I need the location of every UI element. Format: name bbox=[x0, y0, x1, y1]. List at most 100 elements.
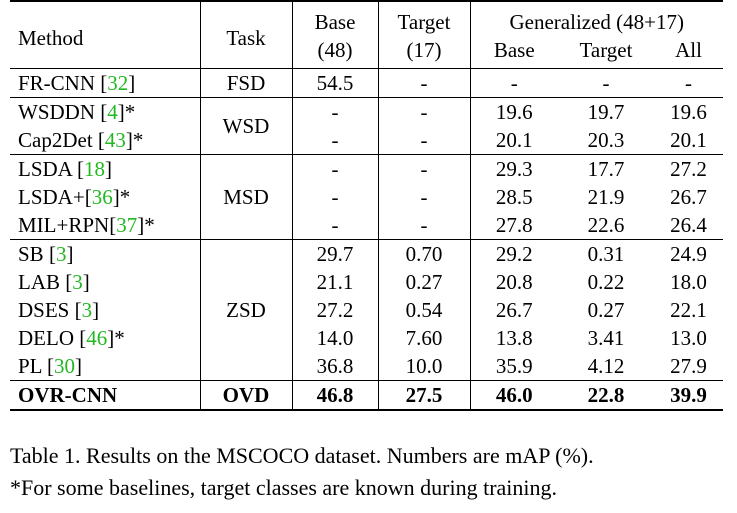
base-value: - bbox=[292, 97, 379, 126]
header-generalized: Generalized (48+17) bbox=[470, 0, 723, 36]
method-cell: FR-CNN [32] bbox=[10, 68, 201, 98]
gen-base-value: 27.8 bbox=[495, 213, 533, 237]
gen-target-value: - bbox=[558, 68, 654, 98]
citation-link[interactable]: 3 bbox=[55, 242, 67, 266]
method-name: PL bbox=[18, 354, 47, 378]
header-base-line1: Base bbox=[292, 0, 379, 36]
citation-link[interactable]: 4 bbox=[107, 100, 118, 124]
method-name: SB bbox=[18, 242, 49, 266]
method-name: LSDA+ bbox=[18, 185, 85, 209]
method-cell: OVR-CNN bbox=[10, 380, 201, 411]
table-row: DSES [3] 27.2 0.54 26.7 0.27 22.1 bbox=[10, 296, 723, 324]
method-name: Cap2Det bbox=[18, 128, 98, 152]
gen-target-value: 20.3 bbox=[587, 128, 625, 152]
caption-line-2: *For some baselines, target classes are … bbox=[10, 475, 558, 500]
method-cell: DELO [46]* bbox=[10, 324, 201, 352]
gen-all-value: 27.2 bbox=[654, 154, 723, 183]
table-row: DELO [46]* 14.0 7.60 13.8 3.41 13.0 bbox=[10, 324, 723, 352]
gen-target-value: 22.6 bbox=[587, 213, 625, 237]
gen-target-value: 21.9 bbox=[587, 185, 625, 209]
gen-target-value: 19.7 bbox=[558, 97, 654, 126]
gen-all-value: 13.0 bbox=[670, 326, 707, 350]
method-cell: DSES [3] bbox=[10, 296, 201, 324]
citation-link[interactable]: 37 bbox=[116, 213, 138, 237]
target-value: 27.5 bbox=[378, 380, 471, 411]
header-gen-all: All bbox=[675, 38, 702, 62]
method-suffix: * bbox=[124, 100, 136, 124]
gen-all-value: 26.4 bbox=[670, 213, 707, 237]
citation-link[interactable]: 30 bbox=[53, 354, 75, 378]
method-cell: LSDA [18] bbox=[10, 154, 201, 183]
citation-link[interactable]: 3 bbox=[72, 270, 83, 294]
base-value: 46.8 bbox=[292, 380, 379, 411]
method-cell: SB [3] bbox=[10, 239, 201, 268]
target-value: 0.27 bbox=[378, 268, 471, 296]
header-target-line1: Target bbox=[378, 0, 471, 36]
method-cell: LSDA+[36]* bbox=[10, 183, 201, 211]
gen-all-value: 27.9 bbox=[670, 354, 707, 378]
method-cell: Cap2Det [43]* bbox=[10, 126, 201, 155]
target-value: 10.0 bbox=[378, 352, 471, 381]
target-value: - bbox=[378, 183, 471, 211]
gen-all-value: 39.9 bbox=[654, 380, 723, 411]
method-name: LAB bbox=[18, 270, 66, 294]
results-table-container: Method Task Base Target Generalized (48+… bbox=[10, 0, 723, 411]
gen-base-value: 26.7 bbox=[495, 298, 533, 322]
target-value: - bbox=[378, 126, 471, 155]
gen-all-value: 18.0 bbox=[670, 270, 707, 294]
task-cell: MSD bbox=[200, 154, 293, 240]
gen-target-value: 0.22 bbox=[587, 270, 625, 294]
method-name: DSES bbox=[18, 298, 75, 322]
method-name: DELO bbox=[18, 326, 80, 350]
header-gen-base: Base bbox=[493, 38, 535, 62]
citation-link[interactable]: 36 bbox=[91, 185, 113, 209]
target-value: 0.54 bbox=[378, 296, 471, 324]
method-suffix: * bbox=[114, 326, 125, 350]
gen-base-value: 46.0 bbox=[470, 380, 558, 411]
target-value: 7.60 bbox=[378, 324, 471, 352]
gen-base-value: 35.9 bbox=[495, 354, 533, 378]
table-row: PL [30] 36.8 10.0 35.9 4.12 27.9 bbox=[10, 352, 723, 381]
citation-link[interactable]: 3 bbox=[81, 298, 93, 322]
table-row: FR-CNN [32] FSD 54.5- - - - bbox=[10, 68, 723, 98]
gen-target-value: 17.7 bbox=[558, 154, 654, 183]
gen-all-value: 19.6 bbox=[654, 97, 723, 126]
table-row: LSDA+[36]* - -28.5 21.9 26.7 bbox=[10, 183, 723, 211]
task-cell: WSD bbox=[200, 97, 293, 155]
method-cell: WSDDN [4]* bbox=[10, 97, 201, 126]
base-value: 14.0 bbox=[292, 324, 379, 352]
gen-base-value: 28.5 bbox=[495, 185, 533, 209]
gen-target-value: 4.12 bbox=[587, 354, 625, 378]
header-gen-target: Target bbox=[579, 38, 633, 62]
method-cell: LAB [3] bbox=[10, 268, 201, 296]
table-caption: Table 1. Results on the MSCOCO dataset. … bbox=[10, 440, 730, 504]
gen-target-value: 0.31 bbox=[558, 239, 654, 268]
method-suffix: * bbox=[132, 128, 144, 152]
base-value: - bbox=[292, 183, 379, 211]
target-value: - bbox=[378, 154, 471, 183]
method-name: OVR-CNN bbox=[18, 383, 118, 407]
base-value: 21.1 bbox=[292, 268, 379, 296]
citation-link[interactable]: 46 bbox=[86, 326, 108, 350]
gen-base-value: 20.1 bbox=[495, 128, 533, 152]
method-cell: MIL+RPN[37]* bbox=[10, 211, 201, 240]
table-row: Cap2Det [43]* - -20.1 20.3 20.1 bbox=[10, 126, 723, 155]
gen-base-value: 29.2 bbox=[470, 239, 558, 268]
header-base-line2: (48) bbox=[292, 36, 379, 69]
base-value: 29.7 bbox=[292, 239, 379, 268]
citation-link[interactable]: 32 bbox=[107, 71, 129, 95]
table-row: LAB [3] 21.1 0.27 20.8 0.22 18.0 bbox=[10, 268, 723, 296]
gen-target-value: 3.41 bbox=[587, 326, 625, 350]
base-value: 54.5 bbox=[292, 68, 379, 98]
citation-link[interactable]: 18 bbox=[83, 157, 105, 181]
method-name: FR-CNN bbox=[18, 71, 101, 95]
header-row-2: (48) (17) Base Target All bbox=[10, 36, 723, 69]
gen-target-value: 22.8 bbox=[558, 380, 654, 411]
results-table: Method Task Base Target Generalized (48+… bbox=[10, 0, 723, 411]
citation-link[interactable]: 43 bbox=[104, 128, 126, 152]
table-row: WSDDN [4]* WSD - -19.6 19.7 19.6 bbox=[10, 97, 723, 155]
target-value: 0.70 bbox=[378, 239, 471, 268]
base-value: 27.2 bbox=[292, 296, 379, 324]
table-row: MIL+RPN[37]* - -27.8 22.6 26.4 bbox=[10, 211, 723, 240]
task-cell: ZSD bbox=[200, 239, 293, 381]
